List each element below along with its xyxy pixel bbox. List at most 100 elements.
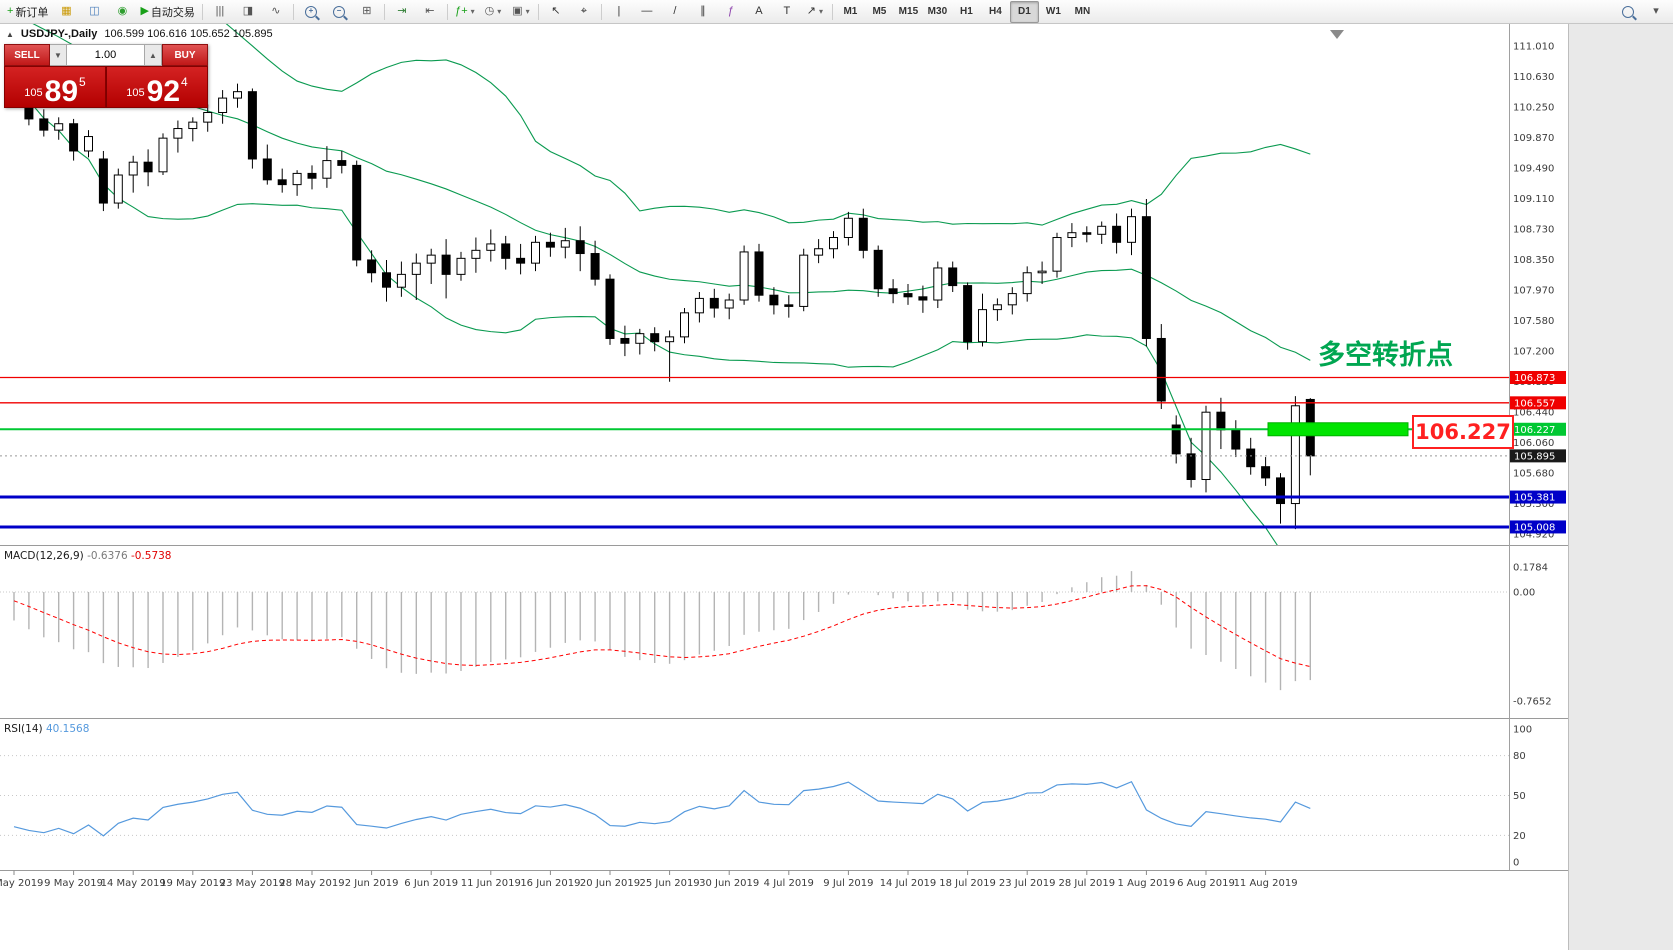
grid-button[interactable]: ⊞	[353, 1, 381, 23]
timeframe-m1-button[interactable]: M1	[843, 6, 858, 17]
grid-icon: ⊞	[362, 5, 372, 17]
price-axis-label: 104.920	[1513, 530, 1554, 541]
zoom-out-button[interactable]: −	[325, 1, 353, 23]
autotrading-button-label: 自动交易	[150, 6, 195, 19]
new-order-button[interactable]: + 新订单	[3, 1, 52, 23]
timeframe-d1-button[interactable]: D1	[1009, 0, 1039, 23]
rsi-axis-label: 80	[1513, 751, 1526, 762]
price-axis-label: 109.870	[1513, 133, 1554, 144]
periods-button[interactable]: ◷ ▾	[479, 1, 507, 23]
timeframe-mn-button[interactable]: MN	[1074, 6, 1091, 17]
timeframe-w1-button[interactable]: W1	[1045, 6, 1061, 17]
channel-button[interactable]: ∥	[689, 1, 717, 23]
timeframe-m5-button[interactable]: M5	[872, 6, 887, 17]
rsi-axis-label: 100	[1513, 725, 1532, 736]
macd-histogram	[13, 571, 1312, 691]
templates-button[interactable]: ▣ ▾	[507, 1, 535, 23]
sell-price-display[interactable]: 105 89 5	[4, 66, 106, 108]
search-icon	[1622, 5, 1634, 18]
volume-increase-button[interactable]: ▲	[145, 44, 162, 66]
chevron-down-icon: ▾	[819, 7, 824, 16]
new-order-icon: +	[7, 5, 14, 17]
price-badge	[1510, 449, 1566, 463]
buy-button[interactable]: BUY	[162, 44, 208, 66]
line-chart-icon: ∿	[271, 5, 281, 17]
trade-prices-row: 105 89 5 105 92 4	[4, 66, 208, 108]
horizontal-line-button[interactable]: —	[633, 1, 661, 23]
chart-symbol-period: USDJPY-,Daily	[20, 28, 98, 40]
bar-chart-icon: |||	[215, 5, 225, 17]
chart-shift-icon: ⇤	[425, 5, 435, 17]
menu-chevron-button[interactable]: ▾	[1642, 1, 1670, 23]
date-axis-label: 14 May 2019	[101, 878, 166, 889]
timeframe-h1-button[interactable]: H1	[960, 6, 973, 17]
auto-scroll-button[interactable]: ⇥	[388, 1, 416, 23]
buy-price-display[interactable]: 105 92 4	[106, 66, 208, 108]
price-callout-box[interactable]	[1412, 415, 1514, 449]
date-axis-label: 20 Jun 2019	[580, 878, 640, 889]
cursor-button[interactable]: ↖	[542, 1, 570, 23]
trendline-button[interactable]: /	[661, 1, 689, 23]
macd-axis-label: 0.1784	[1513, 563, 1548, 574]
indicators-button[interactable]: ƒ+ ▾	[451, 1, 479, 23]
chart-shift-button[interactable]: ⇤	[416, 1, 444, 23]
profiles-icon: ◫	[89, 5, 100, 17]
date-axis-label: 1 Aug 2019	[1118, 878, 1176, 889]
date-axis-label: 23 May 2019	[220, 878, 285, 889]
refresh-button[interactable]: ◉	[108, 1, 136, 23]
price-chart[interactable]: 111.010 110.630 110.250 109.870 109.490 109.1…	[0, 24, 1569, 950]
new-chart-button[interactable]: ▦	[52, 1, 80, 23]
bar-chart-button[interactable]: |||	[206, 1, 234, 23]
trendline-icon: /	[673, 5, 677, 17]
text-icon: A	[755, 5, 763, 17]
arrows-icon: ↗	[806, 5, 816, 17]
candlestick-chart-icon: ◨	[242, 5, 254, 17]
toolbar-separator	[537, 3, 539, 20]
volume-input[interactable]	[67, 44, 145, 66]
fibonacci-button[interactable]: ƒ	[717, 1, 745, 23]
date-axis-label: 5 May 2019	[0, 878, 43, 889]
chevron-down-icon: ▾	[525, 7, 530, 16]
price-axis-label: 107.970	[1513, 286, 1554, 297]
price-badge-text: 106.873	[1514, 373, 1555, 384]
rsi-axis-label: 20	[1513, 831, 1526, 842]
chart-ohlc-values: 106.599 106.616 105.652 105.895	[104, 28, 273, 40]
text-button[interactable]: A	[745, 1, 773, 23]
toolbar-separator	[831, 3, 833, 20]
timeframe-m15-button[interactable]: M15	[898, 6, 919, 17]
volume-decrease-button[interactable]: ▼	[50, 44, 67, 66]
date-axis-label: 16 Jun 2019	[520, 878, 580, 889]
timeframe-h4-button[interactable]: H4	[989, 6, 1002, 17]
vertical-line-button[interactable]: |	[605, 1, 633, 23]
price-badge	[1510, 490, 1566, 504]
turning-point-annotation[interactable]: 多空转折点	[1318, 339, 1453, 371]
macd-signal-line	[13, 585, 1311, 668]
date-axis-label: 9 May 2019	[44, 878, 103, 889]
macd-axis-label: -0.7652	[1513, 697, 1552, 708]
price-axis-label: 110.630	[1513, 72, 1554, 83]
text-label-button[interactable]: T	[773, 1, 801, 23]
autotrading-button[interactable]: ▶ 自动交易	[136, 1, 198, 23]
zoom-in-button[interactable]: +	[297, 1, 325, 23]
line-chart-button[interactable]: ∿	[262, 1, 290, 23]
refresh-icon: ◉	[117, 5, 128, 17]
main-toolbar: + 新订单 ▦ ◫ ◉ ▶ 自动交易 ||| ◨ ∿ + − ⊞ ⇥ ⇤ ƒ+ ▾ ◷ ▾ ▣ ▾ ↖ ⌖ | — / ∥ ƒ A T ↗ ▾…	[0, 0, 1673, 24]
support-zone-highlight[interactable]	[1267, 422, 1409, 437]
price-badge	[1510, 370, 1566, 384]
candlestick-chart-button[interactable]: ◨	[234, 1, 262, 23]
price-axis-label: 105.680	[1513, 469, 1554, 480]
price-callout-text: 106.227	[1415, 420, 1511, 444]
chart-shift-marker-icon[interactable]	[1330, 30, 1344, 39]
trade-controls-row: SELL ▼ ▲ BUY	[4, 44, 208, 66]
crosshair-button[interactable]: ⌖	[570, 1, 598, 23]
text-label-icon: T	[783, 5, 791, 17]
vertical-line-icon: |	[617, 5, 621, 17]
profiles-button[interactable]: ◫	[80, 1, 108, 23]
ask-pip: 4	[181, 75, 188, 89]
sell-button[interactable]: SELL	[4, 44, 50, 66]
toolbar-separator	[446, 3, 448, 20]
date-axis-label: 28 May 2019	[279, 878, 344, 889]
search-button[interactable]	[1614, 1, 1642, 23]
arrows-button[interactable]: ↗ ▾	[801, 1, 829, 23]
timeframe-m30-button[interactable]: M30	[927, 6, 948, 17]
